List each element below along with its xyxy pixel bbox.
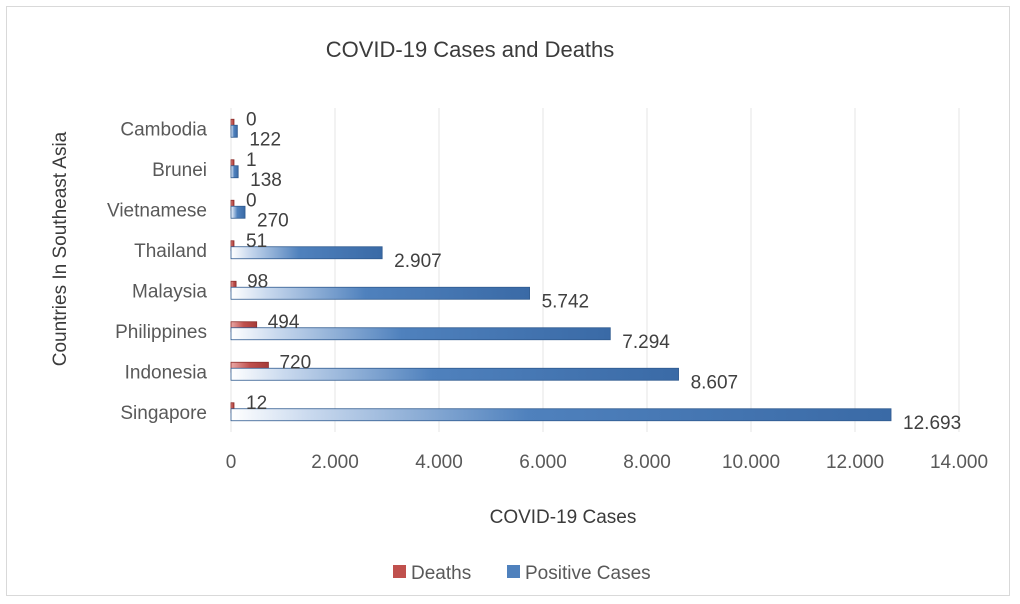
category-label: Thailand bbox=[134, 241, 207, 262]
category-label: Singapore bbox=[120, 403, 207, 424]
x-tick-label: 10.000 bbox=[722, 452, 780, 473]
x-tick-label: 6.000 bbox=[519, 452, 567, 473]
x-tick-label: 2.000 bbox=[311, 452, 359, 473]
deaths-data-label: 0 bbox=[246, 109, 257, 130]
x-tick-label: 14.000 bbox=[930, 452, 988, 473]
positive-cases-data-label: 8.607 bbox=[691, 372, 739, 393]
category-label: Vietnamese bbox=[107, 200, 207, 221]
positive-cases-bar bbox=[230, 327, 611, 341]
legend-label-positive-cases: Positive Cases bbox=[525, 563, 651, 584]
x-tick-label: 12.000 bbox=[826, 452, 884, 473]
legend-swatch-positive-cases bbox=[507, 565, 520, 578]
y-axis-categories: Singapore Indonesia Philippines Malaysia Tha… bbox=[107, 119, 207, 424]
positive-cases-bar bbox=[230, 367, 679, 381]
x-tick-label: 0 bbox=[226, 452, 237, 473]
gridlines bbox=[230, 108, 960, 432]
x-tick-label: 8.000 bbox=[623, 452, 671, 473]
positive-cases-bar bbox=[230, 286, 530, 300]
positive-cases-data-label: 5.742 bbox=[542, 291, 590, 312]
chart-frame bbox=[6, 6, 1010, 596]
category-label: Philippines bbox=[115, 322, 207, 343]
deaths-data-label: 51 bbox=[246, 231, 267, 252]
data-labels: 1212.6937208.6074947.294985.742512.90702… bbox=[246, 109, 961, 434]
positive-cases-bar bbox=[230, 246, 383, 260]
positive-cases-data-label: 138 bbox=[250, 170, 282, 191]
positive-cases-bar bbox=[230, 165, 239, 179]
category-label: Cambodia bbox=[120, 119, 207, 140]
deaths-data-label: 12 bbox=[246, 393, 267, 414]
category-label: Indonesia bbox=[125, 362, 208, 383]
positive-cases-bar bbox=[230, 124, 238, 138]
category-label: Malaysia bbox=[132, 281, 207, 302]
legend: Deaths Positive Cases bbox=[393, 563, 651, 584]
legend-label-deaths: Deaths bbox=[411, 563, 471, 584]
y-axis-title: Countries In Southeast Asia bbox=[50, 131, 71, 366]
deaths-data-label: 494 bbox=[268, 312, 300, 333]
chart-title: COVID-19 Cases and Deaths bbox=[326, 37, 615, 62]
category-label: Brunei bbox=[152, 160, 207, 181]
deaths-data-label: 1 bbox=[246, 150, 257, 171]
deaths-data-label: 720 bbox=[279, 352, 311, 373]
positive-cases-data-label: 7.294 bbox=[622, 332, 670, 353]
x-axis-ticks: 0 2.000 4.000 6.000 8.000 10.000 12.000 14.000 bbox=[226, 452, 988, 473]
positive-cases-data-label: 270 bbox=[257, 210, 289, 231]
deaths-data-label: 0 bbox=[246, 190, 257, 211]
positive-cases-bar bbox=[230, 408, 892, 422]
legend-swatch-deaths bbox=[393, 565, 406, 578]
x-tick-label: 4.000 bbox=[415, 452, 463, 473]
x-axis-title: COVID-19 Cases bbox=[490, 507, 637, 528]
positive-cases-data-label: 122 bbox=[249, 129, 281, 150]
positive-cases-data-label: 12.693 bbox=[903, 413, 961, 434]
deaths-data-label: 98 bbox=[247, 271, 268, 292]
positive-cases-bar bbox=[230, 205, 246, 219]
bars bbox=[230, 118, 892, 422]
positive-cases-data-label: 2.907 bbox=[394, 251, 442, 272]
